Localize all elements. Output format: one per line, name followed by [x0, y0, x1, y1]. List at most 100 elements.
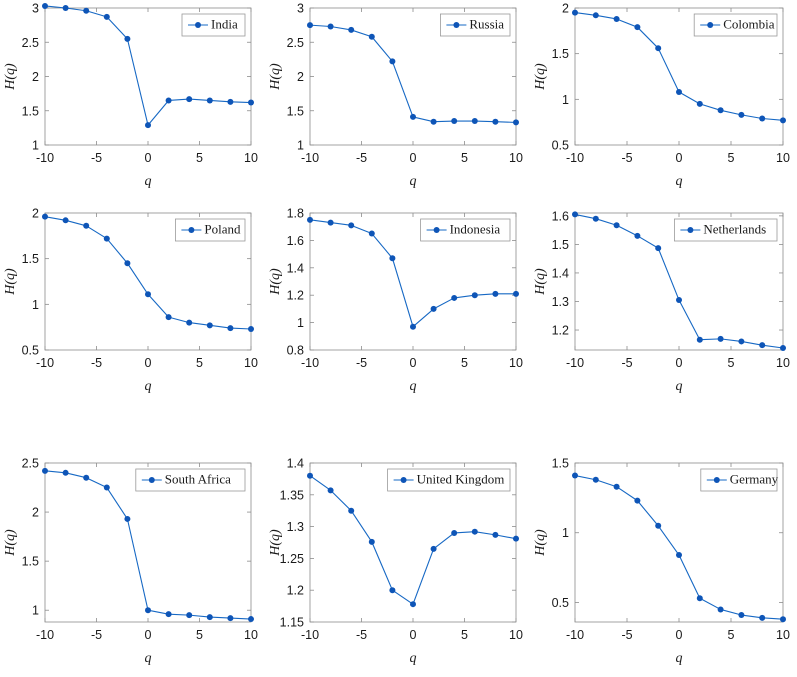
x-axis-title: q [145, 174, 152, 189]
legend-box [181, 13, 246, 37]
data-point [165, 611, 172, 618]
data-point [592, 12, 599, 19]
y-tick-label: 1 [32, 139, 39, 153]
y-axis-title: H(q) [268, 529, 283, 557]
legend[interactable]: Russia [439, 13, 511, 37]
data-point [206, 614, 213, 621]
data-point [492, 531, 499, 538]
data-point [759, 342, 766, 349]
legend-marker-sample [400, 477, 407, 483]
data-point [738, 111, 745, 118]
data-point [410, 601, 416, 608]
legend-label: Indonesia [450, 221, 501, 236]
data-point [451, 294, 458, 301]
x-tick-label: -5 [91, 356, 102, 370]
data-point [327, 487, 334, 494]
y-tick-label: 3 [297, 2, 304, 16]
data-point [759, 614, 766, 621]
y-tick-label: 1.5 [552, 238, 569, 252]
y-tick-label: 2.5 [22, 36, 39, 50]
legend-box [420, 218, 511, 242]
data-point [327, 23, 334, 30]
data-point [42, 2, 48, 9]
y-tick-label: 1.25 [280, 552, 304, 566]
data-point [696, 336, 703, 343]
x-tick-label: 0 [145, 356, 152, 370]
data-point [103, 484, 110, 491]
data-point [492, 290, 499, 297]
data-point [513, 535, 519, 542]
data-point [227, 615, 234, 622]
data-point [248, 616, 254, 623]
x-tick-label: -10 [36, 628, 54, 642]
legend[interactable]: Indonesia [420, 218, 511, 242]
data-point [145, 122, 151, 129]
x-tick-label: 10 [244, 151, 258, 165]
chart-panel-india: -10 -5 0 5 10 1 1.5 2 2.5 3 q H(q) India [0, 0, 265, 200]
x-tick-label: 10 [244, 356, 258, 370]
legend-box [387, 468, 511, 492]
legend-label: United Kingdom [417, 471, 505, 486]
y-axis-title: H(q) [268, 63, 283, 91]
legend-box [174, 218, 246, 242]
data-point [206, 322, 213, 329]
legend[interactable]: India [181, 13, 246, 37]
data-point [368, 538, 375, 545]
data-point [248, 99, 254, 106]
legend[interactable]: Colombia [693, 13, 778, 37]
data-point [368, 230, 375, 237]
data-point [492, 118, 499, 125]
legend-box [439, 13, 511, 37]
legend[interactable]: United Kingdom [387, 468, 511, 492]
legend[interactable]: Netherlands [673, 218, 778, 242]
data-point [717, 606, 724, 613]
y-tick-label: 1.15 [280, 616, 304, 630]
data-point [186, 319, 193, 326]
legend[interactable]: South Africa [135, 468, 246, 492]
x-tick-label: -5 [356, 628, 367, 642]
y-tick-label: 1.5 [22, 252, 39, 266]
x-tick-label: 10 [244, 628, 258, 642]
y-tick-label: 1.35 [280, 488, 304, 502]
x-tick-label: 5 [196, 628, 203, 642]
x-axis-title: q [676, 379, 683, 394]
x-axis-title: q [145, 379, 152, 394]
x-tick-label: 10 [509, 628, 523, 642]
x-tick-label: 0 [410, 356, 417, 370]
legend-marker-sample [195, 22, 201, 28]
data-point [655, 522, 662, 529]
x-tick-label: -5 [621, 151, 632, 165]
legend[interactable]: Germany [700, 468, 779, 492]
x-tick-label: -10 [301, 151, 319, 165]
data-point [676, 297, 682, 304]
data-point [738, 612, 745, 619]
x-tick-label: 5 [461, 356, 468, 370]
data-point [634, 24, 641, 31]
y-axis-title: H(q) [3, 63, 18, 91]
y-tick-label: 2 [562, 2, 569, 16]
x-tick-label: 10 [509, 356, 523, 370]
y-tick-label: 0.5 [552, 139, 569, 153]
legend-label: South Africa [165, 471, 231, 486]
y-tick-label: 1.2 [287, 584, 304, 598]
data-point [613, 15, 620, 22]
data-point [513, 119, 519, 126]
data-point [307, 22, 313, 29]
x-tick-label: 0 [145, 151, 152, 165]
x-tick-label: -5 [621, 356, 632, 370]
x-axis-title: q [410, 174, 417, 189]
y-tick-label: 3 [32, 2, 39, 16]
legend[interactable]: Poland [174, 218, 246, 242]
chart-panel-russia: -10 -5 0 5 10 1 1.5 2 2.5 3 q H(q) Russia [265, 0, 530, 200]
y-tick-label: 1 [562, 526, 569, 540]
legend-marker-sample [148, 477, 155, 483]
legend-label: Russia [469, 16, 504, 31]
data-point [186, 96, 193, 103]
data-point [83, 222, 90, 229]
data-point [83, 7, 90, 14]
y-tick-label: 2.5 [22, 457, 39, 471]
data-point [451, 529, 458, 536]
data-point [62, 5, 69, 11]
y-axis-title: H(q) [533, 63, 548, 91]
